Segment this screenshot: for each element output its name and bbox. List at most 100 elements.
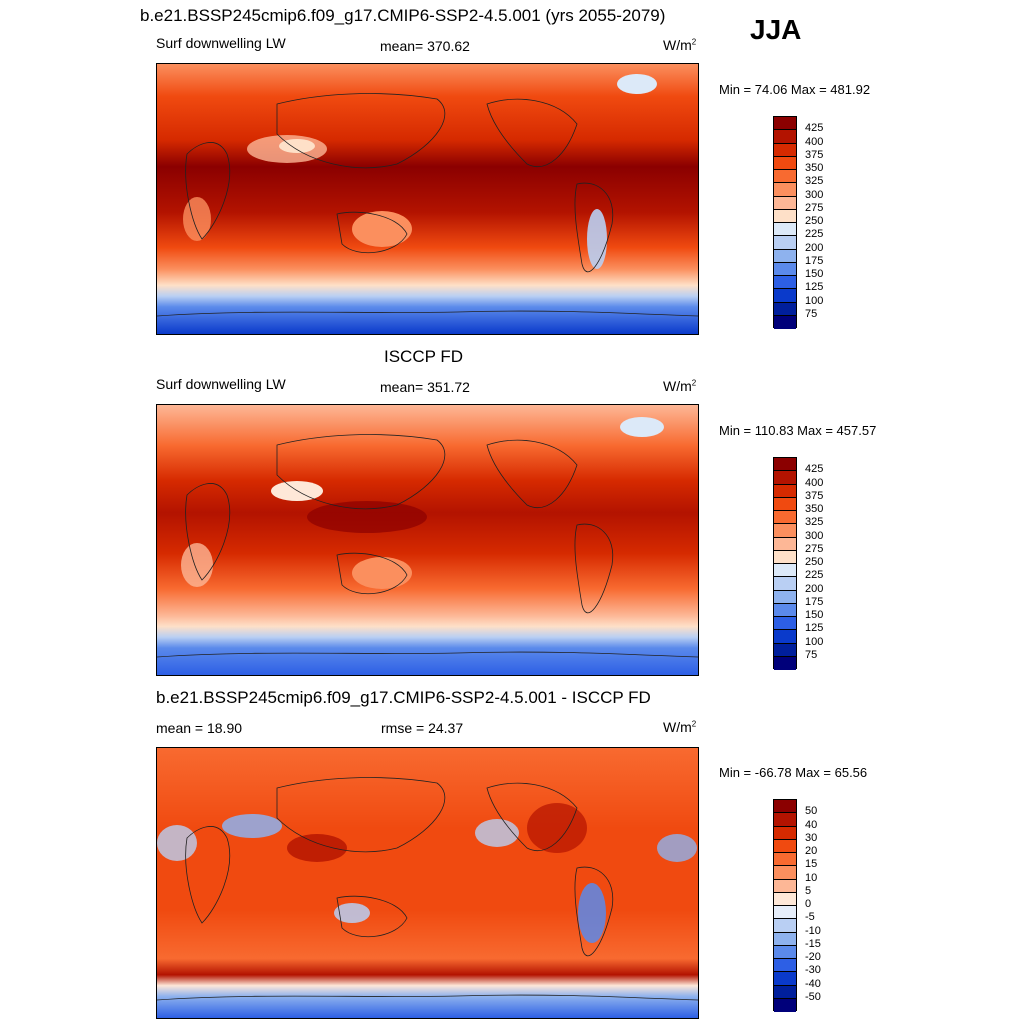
colorbar-tick-label: 125 [805, 622, 824, 635]
colorbar-tick-label: 225 [805, 569, 824, 582]
panel1-title: b.e21.BSSP245cmip6.f09_g17.CMIP6-SSP2-4.… [140, 6, 666, 25]
colorbar-tick-label: 300 [805, 529, 824, 542]
panel2-variable-label: Surf downwelling LW [156, 376, 286, 392]
panel1-mean-label: mean= 370.62 [380, 38, 470, 54]
panel3-rmse-label: rmse = 24.37 [381, 720, 464, 736]
colorbar-swatch [774, 998, 796, 1012]
colorbar-swatch [774, 643, 796, 657]
colorbar-tick-label: 400 [805, 135, 824, 148]
colorbar-tick-label: 375 [805, 489, 824, 502]
colorbar-swatch [774, 603, 796, 617]
colorbar-swatch [774, 484, 796, 498]
colorbar-swatch [774, 262, 796, 276]
panel1-colorbar: 425 400 375 350 325 300 275 250 225 200 175 150 125 1… [773, 116, 823, 329]
colorbar-swatch [774, 839, 796, 853]
colorbar-tick-label: 300 [805, 188, 824, 201]
colorbar-swatch [774, 945, 796, 959]
colorbar-tick-label: -50 [805, 990, 821, 1003]
colorbar-tick-label: 250 [805, 215, 824, 227]
colorbar-swatch [774, 183, 796, 197]
colorbar-swatch [774, 550, 796, 564]
colorbar-tick-label: 250 [805, 556, 824, 568]
colorbar-tick-label: 0 [805, 898, 812, 910]
colorbar-swatch [774, 656, 796, 670]
panel1-map [156, 63, 699, 335]
colorbar-tick-label: 50 [805, 805, 818, 818]
colorbar-swatch [774, 236, 796, 250]
colorbar-swatch [774, 130, 796, 144]
colorbar-swatch [774, 511, 796, 525]
panel1-variable-label: Surf downwelling LW [156, 35, 286, 51]
colorbar-swatch [774, 932, 796, 946]
colorbar-swatch [774, 959, 796, 973]
panel3-colorbar: 50 40 30 20 15 10 5 0 -5 -10 -15 -20 -30 -40 -50 [773, 799, 821, 1012]
colorbar-swatch [774, 590, 796, 604]
colorbar-tick-label: 20 [805, 845, 818, 857]
colorbar-tick-label: 400 [805, 476, 824, 489]
colorbar-swatch [774, 972, 796, 986]
panel3-minmax: Min = -66.78 Max = 65.56 [719, 765, 868, 780]
panel2-map [156, 404, 699, 676]
colorbar-tick-label: 350 [805, 162, 824, 174]
colorbar-swatch [774, 813, 796, 827]
colorbar-swatch [774, 276, 796, 290]
colorbar-tick-label: 350 [805, 503, 824, 515]
colorbar-tick-label: 200 [805, 582, 824, 595]
colorbar-swatch [774, 577, 796, 591]
season-label: JJA [750, 14, 802, 45]
colorbar-tick-label: 15 [805, 858, 818, 871]
colorbar-tick-label: 275 [805, 542, 824, 555]
colorbar-swatch [774, 892, 796, 906]
colorbar-swatch [774, 985, 796, 999]
colorbar-tick-label: 150 [805, 609, 824, 621]
colorbar-tick-label: -30 [805, 964, 821, 977]
colorbar-tick-label: 100 [805, 635, 824, 648]
colorbar-swatch [774, 617, 796, 631]
colorbar-tick-label: 125 [805, 281, 824, 294]
colorbar-swatch [774, 209, 796, 223]
colorbar-swatch [774, 249, 796, 263]
colorbar-swatch [774, 537, 796, 551]
colorbar-tick-label: 425 [805, 463, 824, 476]
colorbar-swatch [774, 826, 796, 840]
panel3-map-field [157, 748, 698, 1018]
colorbar-swatch [774, 315, 796, 329]
colorbar-swatch [774, 143, 796, 157]
colorbar-tick-label: 40 [805, 818, 818, 831]
colorbar-tick-label: 10 [805, 871, 818, 884]
colorbar-tick-label: 425 [805, 122, 824, 135]
colorbar-swatch [774, 196, 796, 210]
colorbar-swatch [774, 117, 796, 131]
colorbar-swatch [774, 524, 796, 538]
panel2-units: W/m2 [663, 378, 697, 394]
colorbar-tick-label: 375 [805, 148, 824, 161]
colorbar-swatch [774, 302, 796, 316]
colorbar-box [773, 457, 797, 670]
panel3-mean-label: mean = 18.90 [156, 720, 243, 736]
colorbar-swatch [774, 471, 796, 485]
colorbar-tick-label: 100 [805, 294, 824, 307]
panel1-map-field [157, 64, 698, 334]
colorbar-tick-label: -15 [805, 937, 821, 950]
panel3-map [156, 747, 699, 1019]
colorbar-swatch [774, 289, 796, 303]
colorbar-swatch [774, 564, 796, 578]
colorbar-tick-label: -5 [805, 911, 815, 924]
colorbar-tick-label: -40 [805, 977, 821, 990]
colorbar-tick-label: 225 [805, 228, 824, 241]
colorbar-swatch [774, 906, 796, 920]
colorbar-tick-label: 200 [805, 241, 824, 254]
panel3-title: b.e21.BSSP245cmip6.f09_g17.CMIP6-SSP2-4.… [156, 688, 651, 707]
colorbar-tick-label: 325 [805, 516, 824, 529]
panel3-units: W/m2 [663, 719, 697, 735]
colorbar-tick-label: 30 [805, 831, 818, 844]
colorbar-tick-label: 325 [805, 175, 824, 188]
colorbar-swatch [774, 170, 796, 184]
colorbar-swatch [774, 879, 796, 893]
panel2-map-field [157, 405, 698, 675]
colorbar-tick-label: 75 [805, 648, 818, 661]
colorbar-swatch [774, 853, 796, 867]
colorbar-tick-label: 75 [805, 307, 818, 320]
panel1-minmax: Min = 74.06 Max = 481.92 [719, 82, 871, 97]
panel2-title: ISCCP FD [384, 347, 464, 366]
